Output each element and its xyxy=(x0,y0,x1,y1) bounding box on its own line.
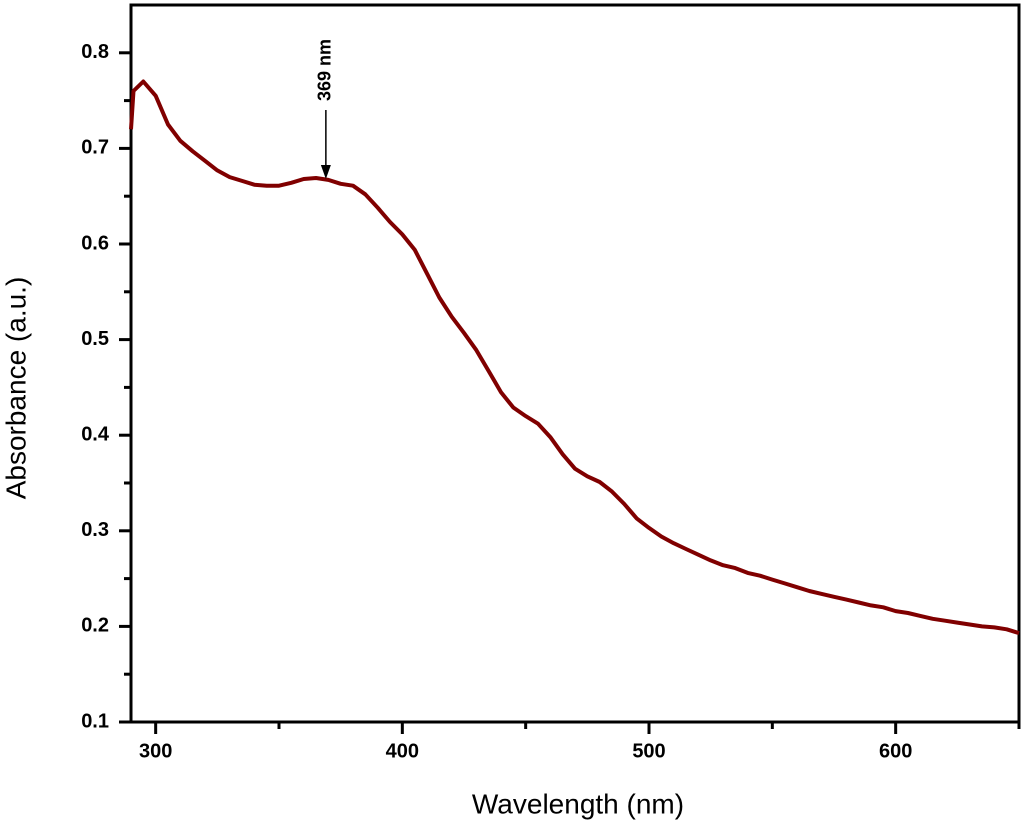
y-tick-label: 0.8 xyxy=(81,41,109,63)
annotation-text: 369 nm xyxy=(315,39,335,101)
plot-frame xyxy=(129,3,1021,724)
annotation-arrowhead xyxy=(320,164,331,179)
x-tick-label: 400 xyxy=(386,740,419,762)
x-tick-label: 600 xyxy=(879,740,912,762)
y-tick-label: 0.4 xyxy=(81,423,110,445)
y-tick-label: 0.6 xyxy=(81,232,109,254)
y-tick-label: 0.1 xyxy=(81,710,109,732)
y-tick-label: 0.2 xyxy=(81,615,109,637)
y-axis-label: Absorbance (a.u.) xyxy=(0,277,31,500)
y-tick-label: 0.7 xyxy=(81,137,109,159)
y-tick-label: 0.3 xyxy=(81,519,109,541)
y-tick-label: 0.5 xyxy=(81,328,109,350)
x-tick-label: 300 xyxy=(139,740,172,762)
x-axis-label: Wavelength (nm) xyxy=(472,788,684,819)
x-tick-label: 500 xyxy=(632,740,665,762)
data-line xyxy=(129,79,1020,636)
